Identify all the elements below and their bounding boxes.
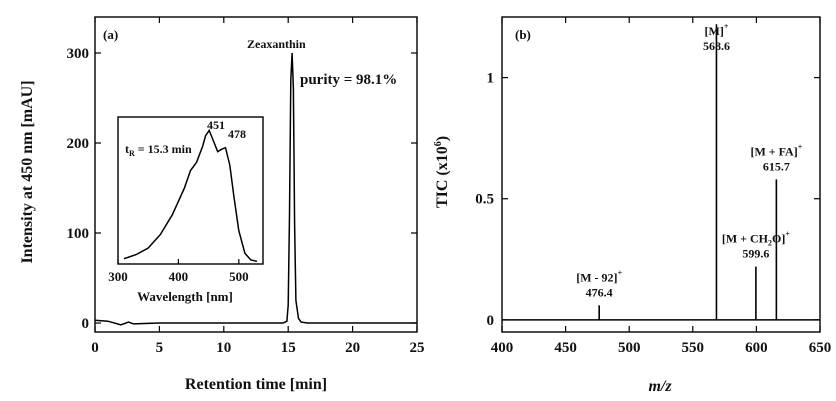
peak-mz-value: 615.7 xyxy=(763,159,790,173)
peak-ion-label: [M + FA]+ xyxy=(750,142,802,158)
panel-b-x-tick-label: 650 xyxy=(809,340,832,356)
inset-peak-label-451: 451 xyxy=(207,118,225,132)
panel-b-y-tick-label: 0.5 xyxy=(475,192,494,208)
panel-b-label: (b) xyxy=(515,27,531,42)
panel-a-x-ticks: 0 5 10 15 20 25 xyxy=(91,17,425,356)
panel-b-frame xyxy=(501,16,821,333)
panel-a-label: (a) xyxy=(103,27,118,42)
inset-x-tick-label: 500 xyxy=(229,269,249,284)
panel-a-chromatogram-line xyxy=(94,52,417,326)
panel-a-y-tick-label: 200 xyxy=(67,136,90,152)
panel-b-y-tick-label: 0 xyxy=(487,313,495,329)
panel-a-frame xyxy=(94,16,418,333)
panel-a-x-axis-label: Retention time [min] xyxy=(185,376,327,393)
peak-ion-label: [M - 92]+ xyxy=(576,268,622,284)
panel-a-y-ticks: 0 100 200 300 xyxy=(67,46,417,332)
panel-b-peaks: [M - 92]+476.4 [M]+568.6 [M + CH2O]+599.6 [… xyxy=(576,22,803,320)
panel-a-y-tick-label: 0 xyxy=(82,316,90,332)
peak-mz-value: 568.6 xyxy=(703,39,730,53)
inset-x-ticks: 300 400 500 xyxy=(108,259,249,284)
panel-a-x-tick-label: 15 xyxy=(281,340,296,356)
peak-mz-value: 599.6 xyxy=(742,247,769,261)
inset-frame xyxy=(117,116,264,265)
panel-a: 0 5 10 15 20 25 0 100 200 300 (a) Zeaxanthin pur… xyxy=(19,16,425,393)
panel-a-x-tick-label: 10 xyxy=(216,340,231,356)
panel-a-x-tick-label: 0 xyxy=(91,340,99,356)
panel-b-y-axis-label: TIC (x106) xyxy=(433,136,451,208)
panel-b-y-tick-label: 1 xyxy=(487,71,495,87)
panel-b-x-tick-label: 400 xyxy=(491,340,514,356)
panel-a-y-axis-label: Intensity at 450 nm [mAU] xyxy=(19,80,36,263)
inset-x-tick-label: 300 xyxy=(108,269,128,284)
panel-b-y-ticks: 00.51 xyxy=(475,71,820,329)
panel-b-x-ticks: 400 450 500 550 600 650 xyxy=(491,17,832,356)
panel-b-x-tick-label: 450 xyxy=(554,340,577,356)
panel-a-x-tick-label: 25 xyxy=(410,340,425,356)
peak-mz-value: 476.4 xyxy=(586,285,613,299)
panel-a-y-tick-label: 300 xyxy=(67,46,90,62)
panel-b-x-tick-label: 500 xyxy=(618,340,641,356)
panel-a-x-tick-label: 20 xyxy=(345,340,360,356)
zeaxanthin-annotation: Zeaxanthin xyxy=(247,37,306,51)
panel-a-y-tick-label: 100 xyxy=(67,226,90,242)
inset-spectrum-line xyxy=(123,128,258,263)
panel-a-inset: 300 400 500 tR = 15.3 min 451 478 Waveleng… xyxy=(108,116,264,304)
inset-retention-annotation: tR = 15.3 min xyxy=(125,142,192,158)
panel-b-x-tick-label: 550 xyxy=(682,340,705,356)
inset-x-tick-label: 400 xyxy=(169,269,189,284)
panel-b-x-tick-label: 600 xyxy=(745,340,768,356)
inset-peak-label-478: 478 xyxy=(228,127,246,141)
panel-b-x-axis-label: m/z xyxy=(648,378,672,395)
peak-ion-label: [M + CH2O]+ xyxy=(722,230,791,248)
peak-ion-label: [M]+ xyxy=(705,22,729,38)
inset-x-axis-label: Wavelength [nm] xyxy=(137,289,233,304)
purity-annotation: purity = 98.1% xyxy=(300,72,397,88)
panel-a-x-tick-label: 5 xyxy=(156,340,164,356)
panel-b: 400 450 500 550 600 650 00.51 [M - 92]+476.4[… xyxy=(433,16,832,395)
